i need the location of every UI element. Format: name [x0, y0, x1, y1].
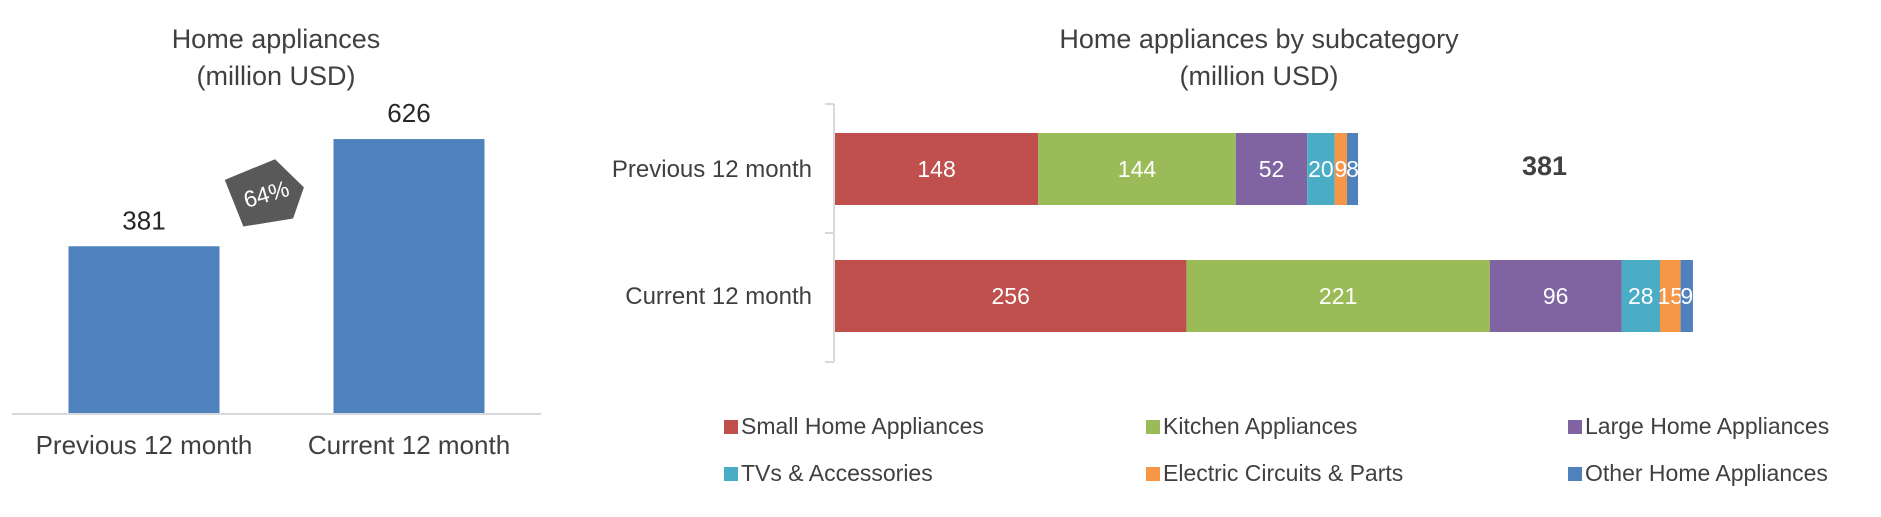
total-label-previous-12-month: 381	[1522, 151, 1567, 181]
segment-large-home-appliances-previous-12-month	[1235, 133, 1308, 205]
x-tick-label-previous-12-month: Previous 12 month	[36, 430, 253, 460]
bar-value-previous-12-month: 381	[122, 205, 165, 235]
segment-label-other-home-appliances-previous-12-month: 8	[1346, 156, 1359, 182]
legend-label-other-home-appliances: Other Home Appliances	[1585, 460, 1828, 486]
legend-swatch-tvs-and-accessories	[724, 467, 738, 481]
legend-swatch-small-home-appliances	[724, 420, 738, 434]
left-chart: Home appliances (million USD) 381 Previou…	[12, 24, 541, 460]
segment-label-large-home-appliances-previous-12-month: 52	[1259, 156, 1285, 182]
segment-label-electric-circuits-and-parts-current-12-month: 15	[1657, 283, 1683, 309]
legend-label-large-home-appliances: Large Home Appliances	[1585, 413, 1829, 439]
right-chart: Home appliances by subcategory (million …	[612, 24, 1829, 486]
right-chart-subtitle: (million USD)	[1179, 61, 1338, 91]
legend-swatch-electric-circuits-and-parts	[1146, 467, 1160, 481]
legend-label-kitchen-appliances: Kitchen Appliances	[1163, 413, 1357, 439]
segment-large-home-appliances-current-12-month	[1489, 260, 1622, 332]
left-chart-subtitle: (million USD)	[196, 61, 355, 91]
bar-value-current-12-month: 626	[387, 98, 430, 128]
segment-small-home-appliances-previous-12-month	[835, 133, 1039, 205]
segment-kitchen-appliances-previous-12-month	[1038, 133, 1236, 205]
left-chart-title: Home appliances	[172, 24, 381, 54]
segment-other-home-appliances-current-12-month	[1680, 260, 1693, 332]
segment-label-large-home-appliances-current-12-month: 96	[1543, 283, 1569, 309]
segment-tvs-and-accessories-previous-12-month	[1307, 133, 1335, 205]
legend-label-small-home-appliances: Small Home Appliances	[741, 413, 984, 439]
legend: Small Home Appliances Kitchen Appliances L…	[724, 413, 1829, 486]
y-tick-label-current-12-month: Current 12 month	[625, 283, 812, 310]
legend-swatch-kitchen-appliances	[1146, 420, 1160, 434]
right-chart-title: Home appliances by subcategory	[1059, 24, 1459, 54]
segment-kitchen-appliances-current-12-month	[1186, 260, 1490, 332]
segment-label-other-home-appliances-current-12-month: 9	[1680, 283, 1693, 309]
segment-small-home-appliances-current-12-month	[835, 260, 1187, 332]
x-tick-label-current-12-month: Current 12 month	[308, 430, 510, 460]
bar-previous-12-month	[68, 246, 220, 413]
growth-badge-shape	[224, 159, 304, 227]
segment-label-tvs-and-accessories-current-12-month: 28	[1628, 283, 1654, 309]
segment-label-kitchen-appliances-previous-12-month: 144	[1118, 156, 1157, 182]
segment-electric-circuits-and-parts-previous-12-month	[1334, 133, 1348, 205]
y-tick-label-previous-12-month: Previous 12 month	[612, 156, 812, 183]
segment-label-small-home-appliances-previous-12-month: 148	[917, 156, 955, 182]
right-y-axis	[825, 103, 835, 363]
bar-current-12-month	[333, 139, 485, 414]
growth-badge: 64%	[224, 159, 304, 227]
segment-electric-circuits-and-parts-current-12-month	[1659, 260, 1681, 332]
segment-label-small-home-appliances-current-12-month: 256	[992, 283, 1030, 309]
segment-label-kitchen-appliances-current-12-month: 221	[1319, 283, 1357, 309]
legend-label-tvs-and-accessories: TVs & Accessories	[741, 460, 933, 486]
segment-label-electric-circuits-and-parts-previous-12-month: 9	[1334, 156, 1347, 182]
segment-label-tvs-and-accessories-previous-12-month: 20	[1308, 156, 1334, 182]
segment-tvs-and-accessories-current-12-month	[1621, 260, 1660, 332]
legend-label-electric-circuits-and-parts: Electric Circuits & Parts	[1163, 460, 1403, 486]
segment-other-home-appliances-previous-12-month	[1347, 133, 1358, 205]
legend-swatch-large-home-appliances	[1568, 420, 1582, 434]
legend-swatch-other-home-appliances	[1568, 467, 1582, 481]
